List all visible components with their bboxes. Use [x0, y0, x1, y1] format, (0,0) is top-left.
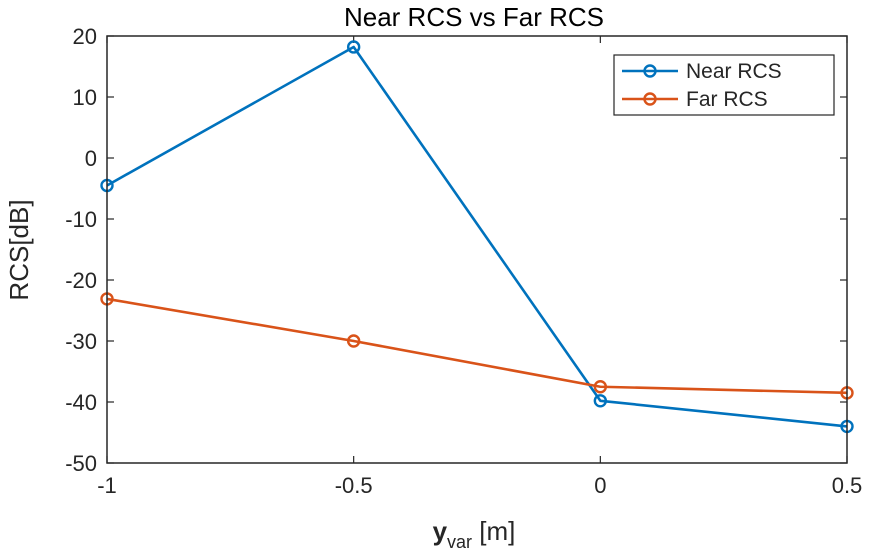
x-tick-label: 0 [594, 473, 606, 498]
data-point [346, 40, 361, 54]
y-tick-label: 20 [73, 24, 97, 49]
legend-marker [643, 92, 657, 106]
x-tick-label: -1 [97, 473, 117, 498]
series-line-1 [106, 297, 848, 395]
x-tick-labels: -1 -0.5 0 0.5 [97, 473, 862, 498]
legend-entry-label: Far RCS [686, 88, 768, 111]
x-axis-label-symbol: y [433, 516, 448, 546]
y-tick-label: -30 [65, 329, 97, 354]
chart-title: Near RCS vs Far RCS [344, 2, 604, 32]
x-axis-label-subscript: var [447, 532, 472, 552]
x-axis-label: yvar [m] [433, 516, 516, 552]
x-tick-label: 0.5 [832, 473, 863, 498]
plot-frame [106, 35, 848, 464]
y-tick-label: -50 [65, 451, 97, 476]
legend: Near RCS Far RCS [613, 54, 835, 116]
data-point [593, 394, 608, 408]
legend-entry-label: Near RCS [686, 60, 782, 83]
y-tick-label: 10 [73, 85, 97, 110]
x-tick-label: -0.5 [335, 473, 373, 498]
y-tick-label: 0 [85, 146, 97, 171]
series-line-0 [106, 45, 848, 428]
y-tick-label: -20 [65, 268, 97, 293]
y-axis-label: RCS[dB] [4, 199, 34, 300]
x-axis-label-unit: [m] [472, 516, 515, 546]
y-tick-label: -10 [65, 207, 97, 232]
data-point [593, 380, 608, 394]
legend-marker [643, 64, 657, 78]
y-tick-labels: -50 -40 -30 -20 -10 0 10 20 [65, 24, 97, 476]
y-tick-label: -40 [65, 390, 97, 415]
data-point [346, 334, 361, 348]
